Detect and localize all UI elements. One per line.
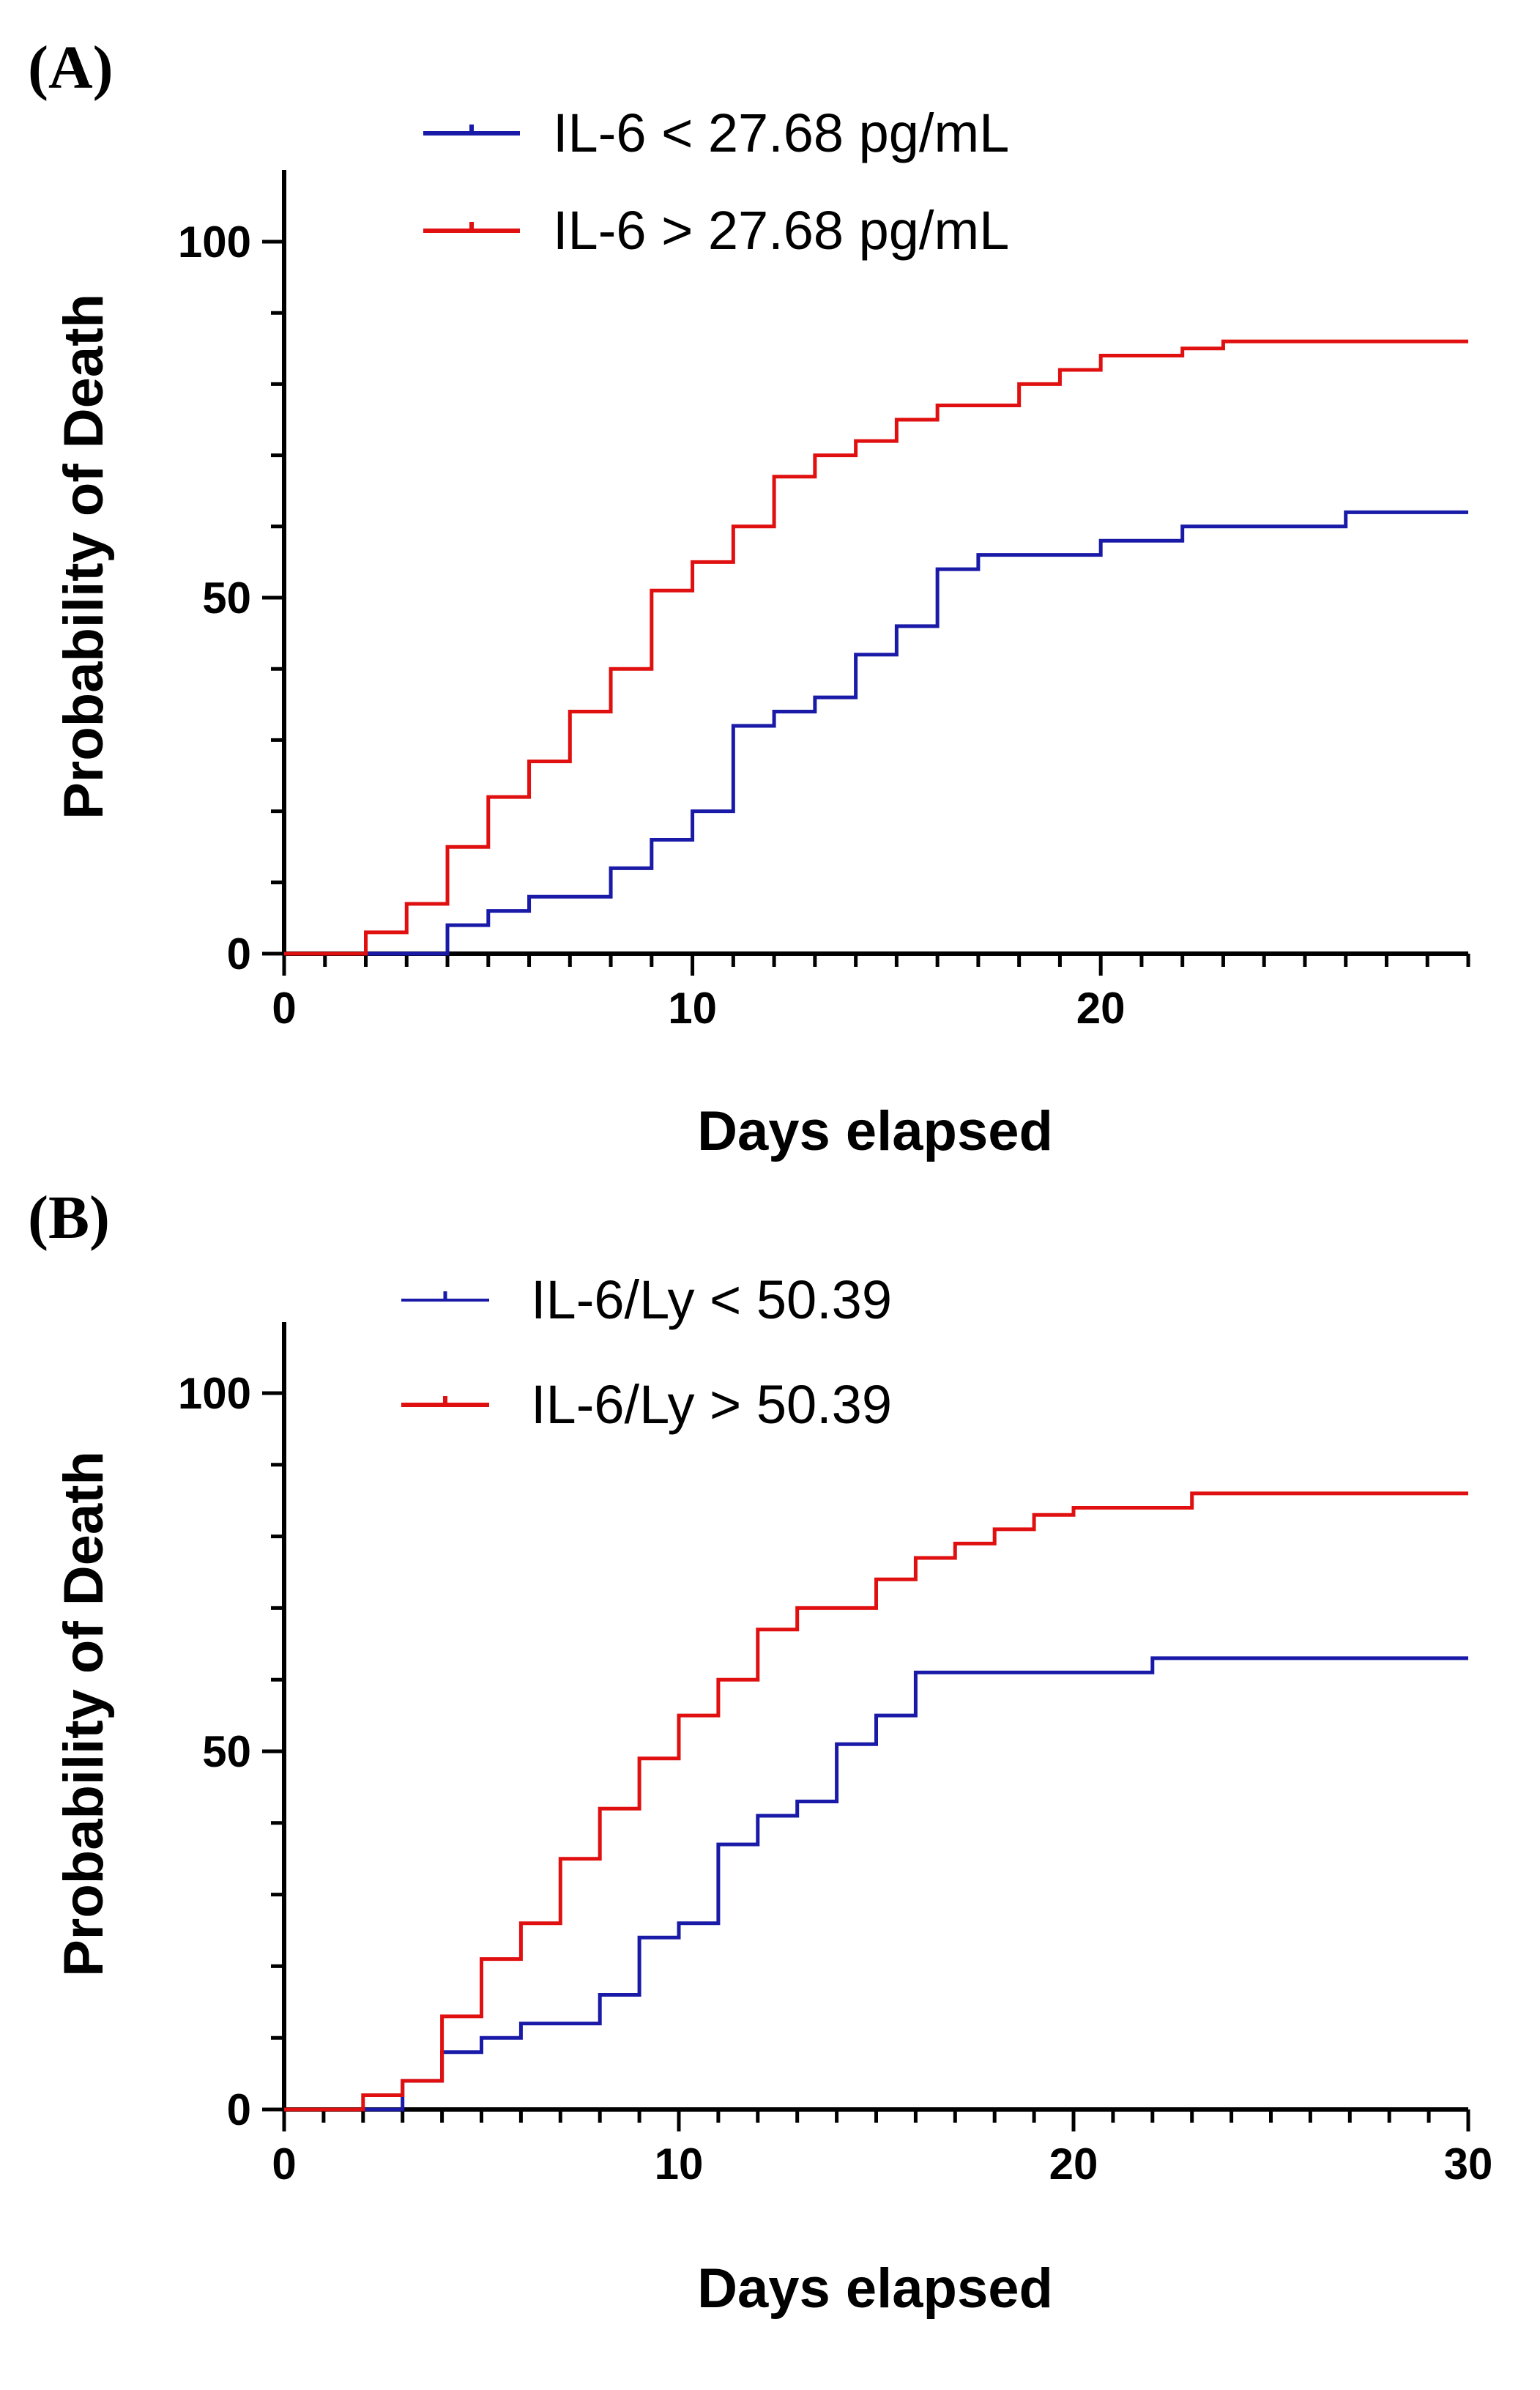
figure: (A) 0 10 20050100 Days elapsed Probability… bbox=[0, 0, 1540, 2390]
y-tick-label: 50 bbox=[202, 574, 251, 623]
legend-item: IL-6/Ly < 50.39 bbox=[401, 1269, 892, 1330]
panel-b: (B) 0 10 20 30 0 50 100 Days elapsed Probabili… bbox=[28, 1184, 1492, 2320]
y-axis-title: Probability of Death bbox=[53, 1451, 115, 1977]
x-tick-label: 10 bbox=[668, 984, 717, 1033]
x-tick-label: 10 bbox=[655, 2140, 704, 2189]
x-tick-label: 20 bbox=[1049, 2140, 1098, 2189]
x-axis-title: Days elapsed bbox=[697, 1100, 1053, 1162]
series-line-high bbox=[284, 1493, 1468, 2109]
legend-item: IL-6 > 27.68 pg/mL bbox=[423, 200, 1009, 261]
y-tick-label: 100 bbox=[178, 1369, 251, 1418]
x-tick-label: 20 bbox=[1076, 984, 1126, 1033]
panel-label: (A) bbox=[28, 34, 114, 102]
legend-label: IL-6 < 27.68 pg/mL bbox=[553, 103, 1009, 163]
series-line-low bbox=[284, 512, 1468, 954]
legend-item: IL-6 < 27.68 pg/mL bbox=[423, 103, 1009, 163]
y-axis-title: Probability of Death bbox=[53, 294, 115, 820]
x-tick-label: 0 bbox=[272, 984, 296, 1033]
y-tick-label: 0 bbox=[227, 929, 251, 979]
plot-area: 0 10 20 30 0 50 100 bbox=[178, 1322, 1492, 2189]
legend-label: IL-6/Ly > 50.39 bbox=[531, 1374, 892, 1435]
plot-area: 0 10 20 0 50 100 bbox=[178, 170, 1468, 1033]
y-tick-label: 50 bbox=[202, 1727, 251, 1776]
series-line-high bbox=[284, 341, 1468, 954]
legend-label: IL-6/Ly < 50.39 bbox=[531, 1269, 892, 1330]
series-line-low bbox=[284, 1658, 1468, 2109]
x-tick-label: 0 bbox=[272, 2140, 296, 2189]
y-tick-label: 100 bbox=[178, 218, 251, 267]
legend-item: IL-6/Ly > 50.39 bbox=[401, 1374, 892, 1435]
x-axis-title: Days elapsed bbox=[697, 2257, 1053, 2320]
legend: IL-6 < 27.68 pg/mL IL-6 > 27.68 pg/mL bbox=[423, 103, 1009, 261]
y-tick-label: 0 bbox=[227, 2085, 251, 2134]
panel-a: (A) 0 10 20 0 50 100 Days elapsed Probability… bbox=[28, 34, 1468, 1162]
legend: IL-6/Ly < 50.39 IL-6/Ly > 50.39 bbox=[401, 1269, 892, 1435]
panel-label: (B) bbox=[28, 1184, 110, 1252]
x-tick-label: 30 bbox=[1444, 2140, 1493, 2189]
legend-label: IL-6 > 27.68 pg/mL bbox=[553, 200, 1009, 261]
